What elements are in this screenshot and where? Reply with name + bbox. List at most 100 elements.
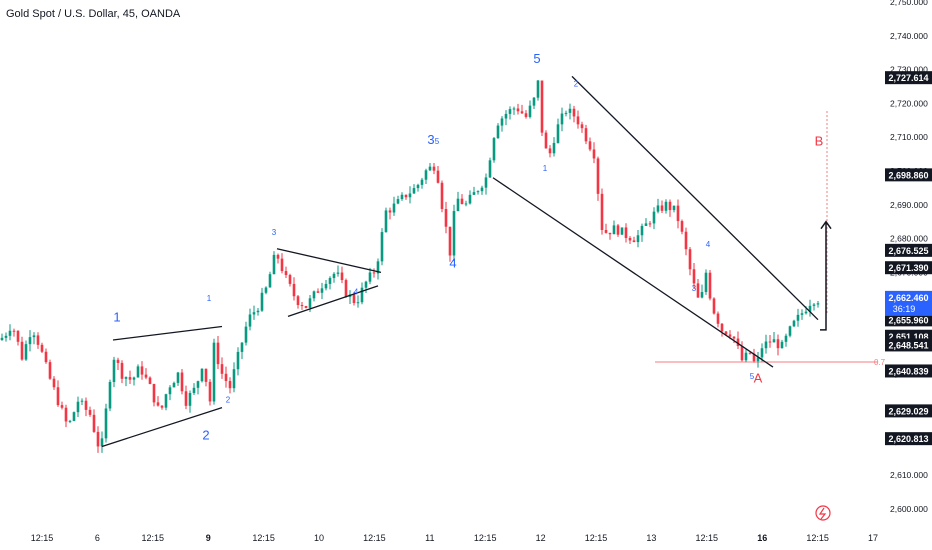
candle-body xyxy=(540,80,544,133)
candle-body xyxy=(784,335,788,342)
candle-body xyxy=(684,231,688,250)
x-tick-label: 12 xyxy=(536,533,546,543)
candle-body xyxy=(448,226,452,256)
candle-body xyxy=(368,272,372,282)
candle-body xyxy=(652,211,656,224)
candle-body xyxy=(492,138,496,161)
price-badge-label: 2,651.108 xyxy=(888,332,928,342)
candle-body xyxy=(364,281,368,288)
candle-body xyxy=(788,326,792,336)
candle-body xyxy=(168,387,172,395)
y-tick-label: 2,680.000 xyxy=(890,234,928,244)
candle-body xyxy=(472,192,476,195)
candle-body xyxy=(772,339,776,343)
candle-body xyxy=(288,275,292,284)
candle-body xyxy=(228,380,232,389)
candle-body xyxy=(696,283,700,298)
candle-body xyxy=(332,273,336,279)
candle-body xyxy=(156,402,160,406)
candle-body xyxy=(756,357,760,362)
candle-body xyxy=(604,229,608,233)
candle-body xyxy=(436,170,440,183)
candle-body xyxy=(216,342,220,365)
price-badge-label: 2,648.541 xyxy=(888,340,928,350)
x-tick-label: 16 xyxy=(757,533,767,543)
wave-label: 5 xyxy=(750,372,755,381)
x-tick-label: 12:15 xyxy=(252,533,275,543)
candle-body xyxy=(400,194,404,200)
candle-body xyxy=(468,194,472,204)
price-badge xyxy=(885,261,932,275)
candle-body xyxy=(104,408,108,439)
x-tick-label: 12:15 xyxy=(806,533,829,543)
candle-body xyxy=(716,313,720,324)
candle-body xyxy=(40,344,44,352)
candle-body xyxy=(92,414,96,432)
candle-body xyxy=(80,400,84,402)
candle-body xyxy=(356,302,360,304)
candle-body xyxy=(500,118,504,126)
candle-body xyxy=(272,254,276,275)
candle-body xyxy=(752,353,756,362)
price-badge-label: 2,698.860 xyxy=(888,170,928,180)
candle-body xyxy=(352,294,356,304)
candle-body xyxy=(580,124,584,129)
price-badge xyxy=(885,404,932,418)
price-badge xyxy=(885,168,932,182)
candle-body xyxy=(624,227,628,238)
y-tick-label: 2,750.000 xyxy=(890,0,928,7)
candle-body xyxy=(816,303,820,305)
candle-body xyxy=(48,362,52,379)
candle-body xyxy=(592,149,596,159)
candle-body xyxy=(480,187,484,192)
candle-body xyxy=(668,201,672,211)
candle-body xyxy=(812,304,816,306)
candle-body xyxy=(112,359,116,383)
candle-body xyxy=(84,400,88,410)
wave-label: 3 xyxy=(427,132,434,147)
candle-body xyxy=(252,312,256,315)
flash-icon-ring xyxy=(815,505,831,521)
wave-label: 2 xyxy=(226,396,231,405)
wave-label: 1 xyxy=(207,294,212,303)
candle-body xyxy=(76,401,80,413)
x-tick-label: 11 xyxy=(425,533,434,543)
price-badge-label: 2,629.029 xyxy=(888,406,928,416)
candle-body xyxy=(804,311,808,314)
candle-body xyxy=(308,298,312,308)
candle-body xyxy=(68,420,72,422)
candle-body xyxy=(564,112,568,114)
wave-label: 2 xyxy=(202,428,209,443)
wave-label: 2 xyxy=(574,80,579,89)
candle-body xyxy=(660,205,664,211)
candle-body xyxy=(212,342,216,402)
candle-body xyxy=(412,188,416,194)
price-badge-label: 2,676.525 xyxy=(888,246,928,256)
price-badge xyxy=(885,364,932,378)
y-tick-label: 2,720.000 xyxy=(890,98,928,108)
flash-icon[interactable] xyxy=(815,505,831,521)
candle-body xyxy=(20,341,24,360)
countdown-label: 36:19 xyxy=(893,304,916,314)
candle-body xyxy=(196,381,200,388)
candle-body xyxy=(372,272,376,274)
candle-body xyxy=(300,304,304,307)
candle-body xyxy=(464,203,468,205)
y-tick-label: 2,710.000 xyxy=(890,132,928,142)
candle-body xyxy=(232,369,236,389)
candle-body xyxy=(384,210,388,233)
current-price-label: 2,662.460 xyxy=(888,293,928,303)
x-tick-label: 12:15 xyxy=(696,533,719,543)
candle-body xyxy=(600,193,604,230)
candle-body xyxy=(528,105,532,117)
candle-body xyxy=(656,205,660,212)
trendlines-layer xyxy=(101,75,832,448)
candle-body xyxy=(516,108,520,112)
candle-body xyxy=(24,344,28,360)
wave-label: 4 xyxy=(449,255,456,270)
price-badge xyxy=(885,338,932,352)
candle-body xyxy=(744,352,748,361)
wave-label: 3 xyxy=(272,228,277,237)
